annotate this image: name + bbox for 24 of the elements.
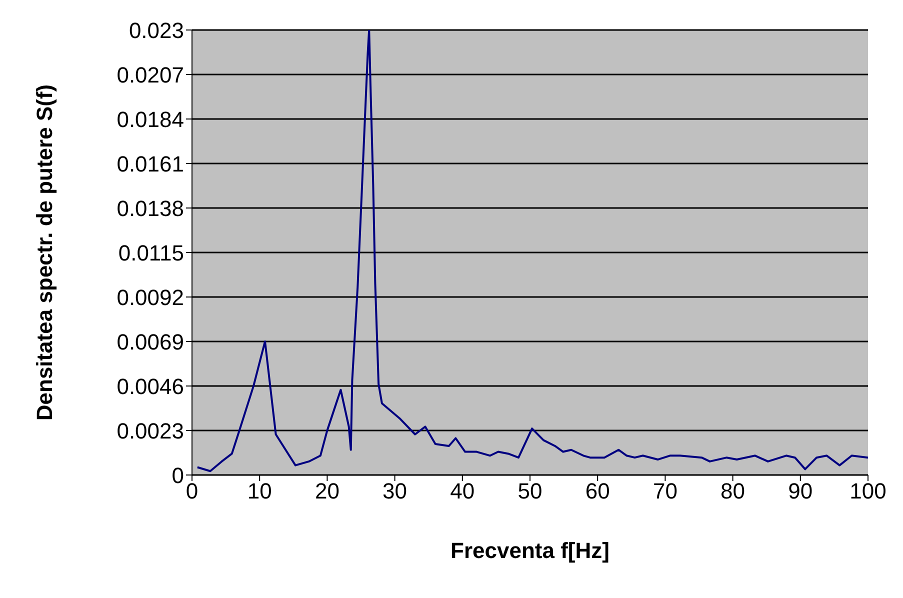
x-tick-label: 100 <box>850 478 886 504</box>
y-tick-label: 0.0184 <box>116 106 184 132</box>
x-tick-label: 70 <box>652 478 678 504</box>
line-series <box>196 30 868 472</box>
y-tick-label: 0.0161 <box>116 151 184 176</box>
x-tick-label: 20 <box>314 478 340 504</box>
y-tick-label: 0.0092 <box>116 284 184 310</box>
y-tick-label: 0.0207 <box>116 62 184 88</box>
x-tick-label: 60 <box>585 478 610 504</box>
x-tick-label: 80 <box>720 478 746 504</box>
y-tick-label: 0.0138 <box>116 196 184 221</box>
y-tick-label: 0.0023 <box>116 418 184 444</box>
y-tick-label: 0.0069 <box>116 329 184 354</box>
x-tick-label: 50 <box>518 478 542 504</box>
y-tick-label: 0 <box>172 462 184 488</box>
x-tick-label: 30 <box>382 478 408 504</box>
x-axis-title: Frecventa f[Hz] <box>450 538 610 563</box>
x-tick-label: 90 <box>788 478 813 504</box>
y-axis-title: Densitatea spectr. de putere S(f) <box>32 84 57 421</box>
x-tick-label: 10 <box>247 478 272 504</box>
y-tick-label: 0.0115 <box>118 240 184 266</box>
y-tick-label: 0.023 <box>128 18 184 43</box>
x-tick-label: 40 <box>450 478 475 504</box>
y-tick-label: 0.0046 <box>116 374 184 399</box>
